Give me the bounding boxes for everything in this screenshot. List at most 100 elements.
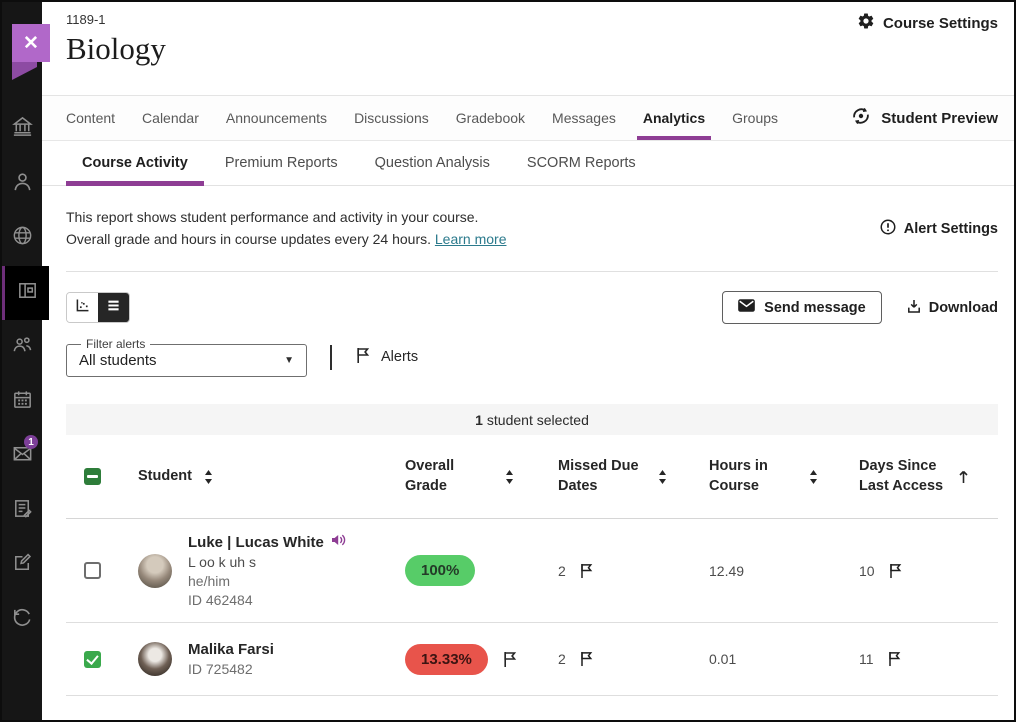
messages-unread-badge: 1	[24, 435, 38, 449]
student-pronunciation: L oo k uh s	[188, 554, 256, 571]
table-row: Luke | Lucas White L oo k uh s he/him ID…	[66, 519, 998, 624]
hours-in-course-value: 12.49	[709, 562, 745, 579]
filter-alerts-value: All students	[79, 352, 157, 370]
tab-content[interactable]: Content	[66, 110, 116, 126]
course-settings-button[interactable]: Course Settings	[857, 12, 998, 34]
tab-messages[interactable]: Messages	[552, 110, 616, 126]
calendar-icon	[11, 388, 34, 416]
course-settings-label: Course Settings	[882, 14, 998, 32]
download-label: Download	[928, 299, 998, 316]
send-message-button[interactable]: Send message	[722, 291, 882, 325]
days-since-last-access-value: 11	[859, 651, 874, 668]
filter-alerts-select[interactable]: Filter alerts All students ▼	[66, 337, 307, 378]
overall-grade-badge: 13.33%	[405, 643, 488, 675]
tab-discussions[interactable]: Discussions	[354, 110, 429, 126]
list-view-button[interactable]	[98, 293, 129, 323]
course-id: 1189-1	[66, 12, 106, 27]
learn-more-link[interactable]: Learn more	[434, 230, 507, 247]
subtab-course-activity[interactable]: Course Activity	[66, 141, 204, 186]
base-nav-sidebar: 1	[2, 2, 49, 720]
sort-missed-due-dates-button[interactable]	[657, 469, 668, 484]
sidebar-item-grades[interactable]	[2, 484, 42, 539]
chevron-down-icon: ▼	[284, 355, 294, 367]
close-course-button[interactable]: ✕	[12, 24, 50, 62]
sidebar-item-courses[interactable]	[2, 265, 49, 320]
student-name-link[interactable]: Malika Farsi	[188, 641, 274, 659]
student-id: ID 462484	[188, 592, 253, 609]
flag-icon	[355, 347, 371, 368]
organizations-icon	[11, 333, 34, 361]
view-toggle	[66, 292, 130, 324]
selection-text: student selected	[486, 411, 589, 428]
download-button[interactable]: Download	[906, 298, 998, 318]
avatar	[138, 553, 172, 588]
close-icon: ✕	[23, 32, 39, 54]
sort-overall-grade-button[interactable]	[504, 469, 515, 484]
alerts-legend: Alerts	[355, 347, 418, 368]
student-id: ID 725482	[188, 661, 253, 678]
missed-due-dates-value: 2	[558, 651, 566, 668]
alerts-label: Alerts	[381, 349, 419, 366]
table-header-row: Student Overall Grade Missed Due Dates H…	[66, 435, 998, 520]
days-since-last-access-flag-icon	[887, 651, 902, 667]
select-all-checkbox[interactable]	[84, 468, 101, 486]
compose-icon	[11, 551, 34, 579]
days-since-last-access-value: 10	[859, 562, 875, 579]
subtab-scorm-reports[interactable]: SCORM Reports	[526, 155, 636, 171]
student-preview-label: Student Preview	[881, 109, 998, 127]
filter-alerts-label: Filter alerts	[86, 337, 146, 352]
sidebar-item-compose[interactable]	[2, 538, 42, 593]
avatar	[138, 642, 172, 677]
tab-analytics[interactable]: Analytics	[636, 96, 712, 140]
col-header-hours-in-course: Hours in Course	[709, 458, 768, 494]
sort-days-since-last-access-button[interactable]	[958, 470, 969, 484]
sort-hours-in-course-button[interactable]	[808, 469, 819, 484]
vertical-divider	[330, 344, 332, 370]
student-preview-icon	[850, 105, 872, 131]
list-view-icon	[105, 297, 122, 319]
col-header-missed-due-dates: Missed Due Dates	[558, 458, 639, 494]
missed-due-dates-flag-icon	[579, 651, 594, 667]
sidebar-item-institution[interactable]	[2, 102, 42, 157]
alert-settings-label: Alert Settings	[903, 220, 998, 237]
institution-icon	[11, 115, 34, 143]
courses-icon	[16, 279, 39, 307]
student-preview-button[interactable]: Student Preview	[850, 96, 998, 140]
tab-groups[interactable]: Groups	[732, 110, 779, 126]
col-header-overall-grade: Overall Grade	[405, 458, 455, 494]
student-name-link[interactable]: Luke | Lucas White	[188, 533, 324, 551]
sidebar-item-history[interactable]	[2, 593, 42, 648]
alert-icon	[879, 218, 897, 240]
section-divider	[66, 271, 998, 273]
download-icon	[906, 298, 922, 318]
selection-count: 1	[475, 411, 483, 428]
gear-icon	[857, 12, 875, 34]
history-icon	[11, 606, 34, 634]
tab-calendar[interactable]: Calendar	[142, 110, 199, 126]
overall-grade-badge: 100%	[405, 555, 476, 587]
missed-due-dates-flag-icon	[579, 563, 594, 579]
chart-view-button[interactable]	[67, 293, 98, 323]
subtab-premium-reports[interactable]: Premium Reports	[224, 155, 338, 171]
sidebar-item-organizations[interactable]	[2, 320, 42, 375]
alert-settings-button[interactable]: Alert Settings	[879, 218, 998, 240]
sidebar-item-messages[interactable]: 1	[2, 429, 42, 484]
col-header-days-since-last-access: Days Since Last Access	[859, 458, 944, 494]
col-header-student: Student	[138, 468, 192, 485]
tab-announcements[interactable]: Announcements	[225, 110, 328, 126]
course-activity-table: Student Overall Grade Missed Due Dates H…	[66, 435, 998, 697]
profile-icon	[11, 170, 34, 198]
row-checkbox[interactable]	[84, 650, 101, 668]
missed-due-dates-value: 2	[558, 562, 566, 579]
pronunciation-audio-icon[interactable]	[331, 533, 347, 551]
send-message-label: Send message	[764, 299, 866, 316]
sidebar-item-profile[interactable]	[2, 157, 42, 212]
subtab-question-analysis[interactable]: Question Analysis	[374, 155, 490, 171]
tab-gradebook[interactable]: Gradebook	[455, 110, 526, 126]
close-course-ribbon: ✕	[12, 24, 50, 80]
row-checkbox[interactable]	[84, 562, 101, 580]
sort-student-button[interactable]	[203, 469, 214, 484]
sidebar-item-globe[interactable]	[2, 211, 42, 266]
sidebar-item-calendar[interactable]	[2, 375, 42, 430]
